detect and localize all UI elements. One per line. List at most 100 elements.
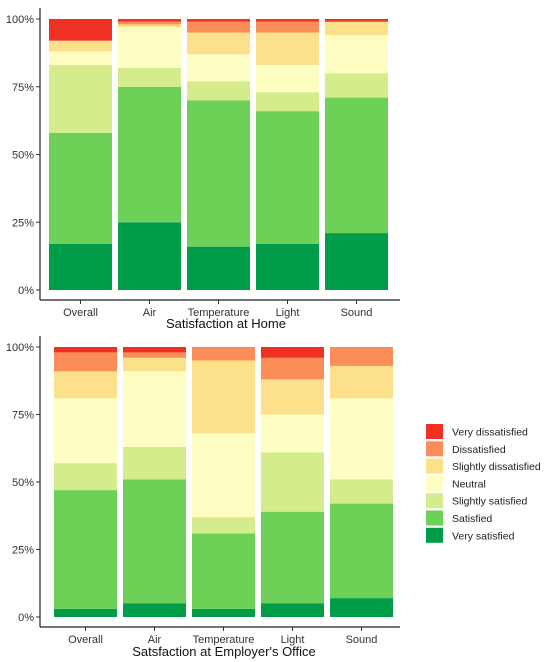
bar-segment-sound-slightly-dissatisfied (325, 21, 388, 36)
bar-segment-air-slightly-satisfied (123, 446, 186, 480)
bar-segment-light-very-dissatisfied (256, 19, 319, 22)
bar-segment-light-slightly-satisfied (256, 92, 319, 112)
bar-segment-air-slightly-dissatisfied (123, 357, 186, 372)
bar-segment-sound-very-dissatisfied (325, 19, 388, 22)
bar-segment-sound-neutral (330, 398, 393, 480)
bar-segment-temperature-neutral (187, 54, 250, 82)
bar-segment-air-very-dissatisfied (118, 19, 181, 22)
legend: Very dissatisfied Dissatisfied Slightly di… (426, 424, 541, 543)
x-tick-label: Air (143, 307, 157, 319)
bar-segment-sound-slightly-satisfied (330, 479, 393, 504)
x-tick-label: Temperature (193, 634, 255, 646)
bar-segment-light-dissatisfied (261, 357, 324, 380)
bar-segment-light-slightly-dissatisfied (261, 379, 324, 415)
bar-segment-light-very-dissatisfied (261, 347, 324, 358)
bar-segment-air-dissatisfied (123, 352, 186, 358)
bar-segment-overall-slightly-satisfied (49, 65, 112, 133)
legend-swatch-dissatisfied (426, 441, 443, 457)
bar-segment-light-satisfied (256, 111, 319, 244)
bar-segment-sound-satisfied (325, 97, 388, 234)
legend-swatch-very-dissatisfied (426, 424, 443, 439)
bar-segment-overall-very-dissatisfied (49, 19, 112, 41)
bar-segment-overall-very-dissatisfied (54, 347, 117, 353)
bar-segment-sound-very-satisfied (325, 233, 388, 290)
legend-swatch-neutral (426, 475, 443, 491)
bar-segment-air-very-satisfied (123, 603, 186, 617)
bar-segment-light-very-satisfied (261, 603, 324, 617)
bar-segment-light-dissatisfied (256, 21, 319, 33)
bar-segment-overall-slightly-satisfied (54, 463, 117, 491)
x-tick-label: Overall (63, 307, 98, 319)
y-tick-label: 100% (6, 14, 34, 26)
bar-segment-temperature-very-dissatisfied (187, 19, 250, 22)
bar-segment-sound-satisfied (330, 503, 393, 599)
bar-segment-air-very-dissatisfied (123, 347, 186, 353)
bar-segment-temperature-slightly-dissatisfied (192, 360, 255, 434)
x-tick-label: Sound (346, 634, 378, 646)
bar-segment-overall-neutral (54, 398, 117, 464)
x-tick-label: Air (148, 634, 162, 646)
legend-label: Very dissatisfied (452, 427, 528, 439)
legend-label: Slightly dissatisfied (452, 461, 541, 473)
y-tick-label: 25% (12, 217, 34, 229)
legend-label: Dissatisfied (452, 444, 506, 456)
bar-segment-overall-slightly-dissatisfied (49, 40, 112, 52)
bar-segment-overall-very-satisfied (49, 243, 112, 290)
home-satisfaction-chart: Overall Air Temperature Light Sound 0% 25% 50% 7… (6, 8, 400, 331)
bar-segment-temperature-dissatisfied (192, 347, 255, 361)
y-tick-label: 0% (18, 285, 34, 297)
bar-segment-air-satisfied (123, 479, 186, 604)
bar-segment-light-very-satisfied (256, 243, 319, 290)
bar-segment-air-neutral (118, 27, 181, 68)
legend-swatch-slightly-satisfied (426, 493, 443, 509)
bar-segment-overall-slightly-dissatisfied (54, 371, 117, 399)
bar-segment-temperature-dissatisfied (187, 21, 250, 33)
bar-segment-air-very-satisfied (118, 222, 181, 290)
bar-segment-overall-neutral (49, 51, 112, 66)
legend-swatch-slightly-dissatisfied (426, 458, 443, 474)
bar-segment-temperature-satisfied (187, 100, 250, 247)
legend-swatch-very-satisfied (426, 527, 443, 543)
y-tick-label: 100% (6, 342, 34, 354)
bar-segment-temperature-slightly-dissatisfied (187, 32, 250, 55)
legend-swatch-satisfied (426, 510, 443, 526)
bar-segment-overall-dissatisfied (54, 352, 117, 372)
bar-segment-sound-dissatisfied (330, 347, 393, 366)
legend-label: Neutral (452, 478, 486, 490)
bar-segment-temperature-neutral (192, 433, 255, 518)
x-tick-label: Sound (341, 307, 373, 319)
x-axis-title: Satsfaction at Employer's Office (132, 644, 316, 659)
x-tick-label: Temperature (188, 307, 250, 319)
x-tick-label: Light (276, 307, 300, 319)
bar-segment-air-dissatisfied (118, 21, 181, 25)
y-tick-label: 0% (18, 612, 34, 624)
bar-segment-overall-very-satisfied (54, 608, 117, 617)
bar-segment-light-neutral (261, 414, 324, 453)
bar-segment-sound-slightly-satisfied (325, 73, 388, 98)
bar-segment-temperature-slightly-satisfied (187, 81, 250, 101)
bar-segment-overall-satisfied (54, 490, 117, 609)
legend-label: Very satisfied (452, 530, 515, 542)
y-tick-label: 50% (12, 150, 34, 162)
x-tick-label: Light (281, 634, 305, 646)
legend-label: Slightly satisfied (452, 496, 527, 508)
bar-segment-overall-satisfied (49, 132, 112, 244)
bar-segment-temperature-very-satisfied (187, 246, 250, 290)
bar-segment-temperature-satisfied (192, 533, 255, 609)
bar-segment-sound-neutral (325, 35, 388, 74)
bar-segment-light-neutral (256, 65, 319, 93)
bar-segment-temperature-slightly-satisfied (192, 517, 255, 534)
y-tick-label: 75% (12, 410, 34, 422)
bar-segment-sound-very-satisfied (330, 598, 393, 617)
bar-segment-air-satisfied (118, 86, 181, 223)
x-axis-title: Satisfaction at Home (166, 316, 286, 331)
office-satisfaction-chart: Overall Air Temperature Light Sound 0% 25% 50% 7… (6, 336, 400, 659)
bar-segment-light-slightly-satisfied (261, 452, 324, 512)
x-tick-label: Overall (68, 634, 103, 646)
bar-segment-light-slightly-dissatisfied (256, 32, 319, 66)
legend-label: Satisfied (452, 513, 492, 525)
bar-segment-light-satisfied (261, 511, 324, 604)
y-tick-label: 25% (12, 545, 34, 557)
bar-segment-air-neutral (123, 371, 186, 447)
